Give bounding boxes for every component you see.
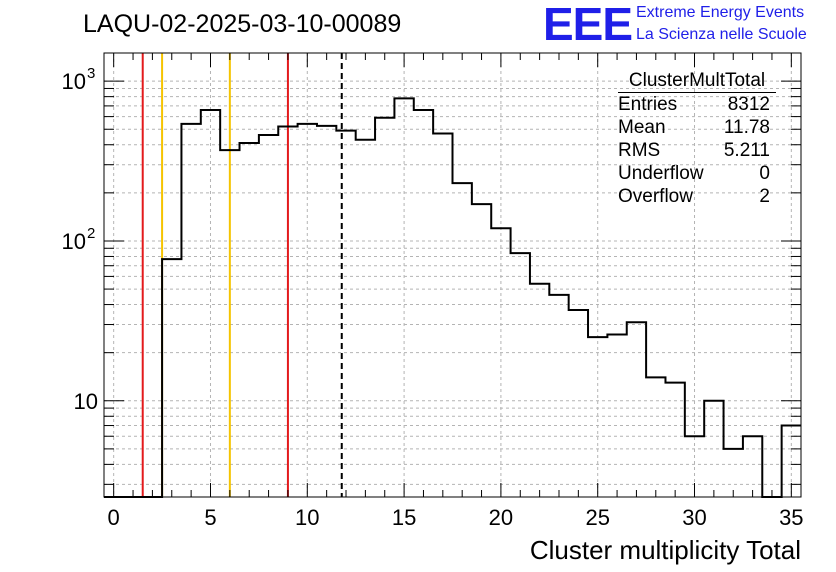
histogram-bin — [665, 383, 684, 497]
histogram-bin — [278, 127, 297, 497]
run-title: LAQU-02-2025-03-10-00089 — [83, 10, 402, 38]
histogram-bin — [317, 126, 336, 497]
histogram-bin — [375, 118, 394, 497]
histogram-bin — [491, 228, 510, 497]
x-tick-label: 5 — [204, 505, 216, 530]
x-tick-label: 10 — [295, 505, 319, 530]
axes-frame — [103, 52, 802, 498]
histogram-bin — [433, 134, 452, 497]
histogram-bin — [240, 143, 259, 497]
stats-value: 8312 — [727, 94, 770, 115]
x-axis-label: Cluster multiplicity Total — [530, 535, 801, 565]
histogram-bin — [472, 204, 491, 497]
x-tick-label: 0 — [108, 505, 120, 530]
stats-value: 0 — [759, 163, 770, 184]
stats-value: 5.211 — [723, 140, 770, 161]
stats-row-entries: Entries 8312 — [612, 93, 776, 116]
histogram-series — [104, 97, 801, 498]
stats-value: 11.78 — [723, 117, 770, 138]
histogram-bin — [549, 295, 568, 497]
histogram-bin — [259, 135, 278, 497]
x-tick-label: 20 — [489, 505, 513, 530]
y-tick-label: 10 — [62, 229, 86, 254]
logo-line-1: Extreme Energy Events — [636, 4, 805, 21]
y-tick-exponent: 2 — [87, 225, 95, 242]
histogram-bin — [298, 124, 317, 497]
stats-label: Overflow — [618, 186, 693, 207]
y-tick-exponent: 3 — [87, 65, 95, 82]
stats-box: ClusterMultTotal Entries 8312 Mean 11.78… — [612, 70, 776, 208]
histogram-bin — [627, 322, 646, 497]
stats-title: ClusterMultTotal — [618, 70, 776, 93]
histogram-bin — [530, 284, 549, 497]
histogram-bin — [569, 310, 588, 497]
stats-value: 2 — [759, 186, 770, 207]
histogram-bin — [453, 183, 472, 497]
histogram-bin — [646, 377, 665, 497]
histogram-bin — [162, 259, 181, 497]
eee-logo: EEE — [543, 0, 633, 50]
stats-row-rms: RMS 5.211 — [612, 139, 776, 162]
histogram-bin — [356, 140, 375, 497]
histogram-bin — [743, 436, 762, 497]
histogram-bin — [336, 131, 355, 497]
histogram-bin — [394, 98, 413, 497]
stats-label: Underflow — [618, 163, 704, 184]
histogram-bin — [588, 337, 607, 497]
stats-row-underflow: Underflow 0 — [612, 162, 776, 185]
y-tick-label: 10 — [74, 389, 98, 414]
histogram-bin — [724, 449, 743, 497]
stats-row-overflow: Overflow 2 — [612, 185, 776, 208]
histogram-bin — [181, 124, 200, 497]
logo-line-2: La Scienza nelle Scuole — [636, 26, 807, 43]
histogram-bin — [704, 401, 723, 497]
stats-label: Mean — [618, 117, 666, 138]
histogram-bin — [511, 253, 530, 497]
histogram-bin — [414, 110, 433, 497]
stats-row-mean: Mean 11.78 — [612, 116, 776, 139]
histogram-bin — [201, 110, 220, 497]
histogram-bin — [220, 150, 239, 497]
x-tick-label: 35 — [779, 505, 803, 530]
x-tick-label: 25 — [585, 505, 609, 530]
y-tick-label: 10 — [62, 69, 86, 94]
x-tick-label: 15 — [392, 505, 416, 530]
stats-label: RMS — [618, 140, 661, 161]
histogram-bin — [607, 334, 626, 497]
x-tick-label: 30 — [682, 505, 706, 530]
histogram-line — [104, 97, 801, 498]
stats-label: Entries — [618, 94, 678, 115]
